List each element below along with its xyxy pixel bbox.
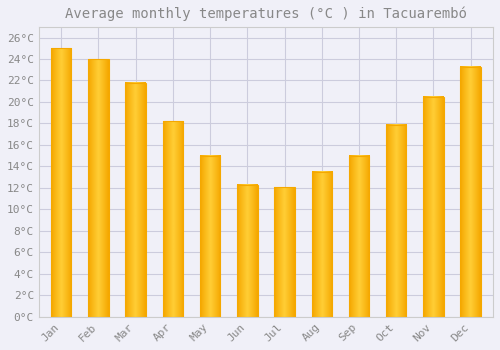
Bar (423, 97, 444, 317)
Bar (126, 83, 146, 317)
Bar (274, 187, 295, 317)
Bar (312, 172, 332, 317)
Bar (386, 125, 406, 317)
Title: Average monthly temperatures (°C ) in Tacuarembó: Average monthly temperatures (°C ) in Ta… (65, 7, 467, 21)
Bar (88, 59, 108, 317)
Bar (162, 121, 183, 317)
Bar (460, 66, 481, 317)
Bar (200, 156, 220, 317)
Bar (51, 48, 72, 317)
Bar (349, 156, 370, 317)
Bar (237, 185, 258, 317)
